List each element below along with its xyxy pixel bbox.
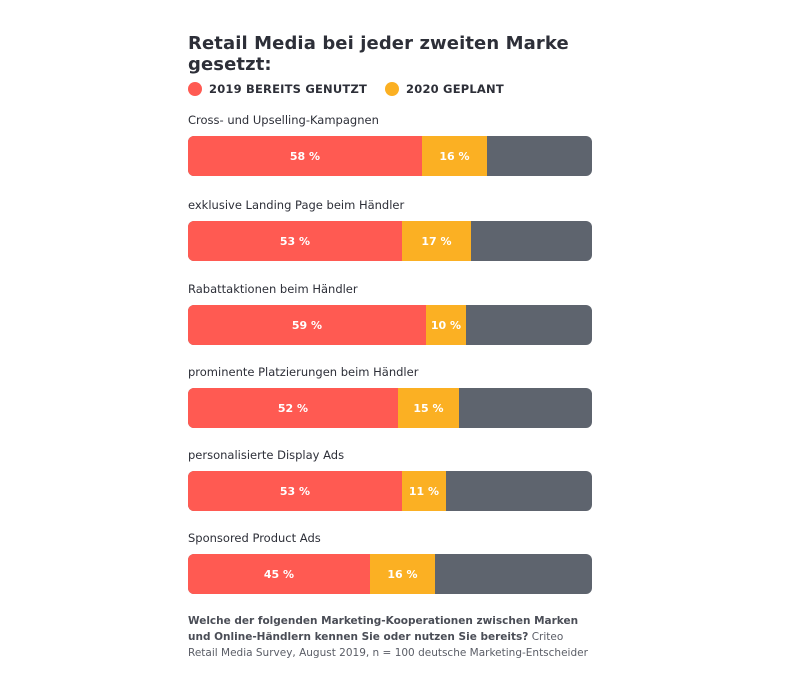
legend-swatch-2020 [385,82,400,96]
bar-value-label: 59 % [291,318,323,332]
bar-track: 52 % 15 % [188,388,592,428]
footnote: Welche der folgenden Marketing-Kooperati… [188,613,588,661]
bar-value-label: 53 % [279,484,311,498]
bar-segment-2019: 52 % [188,388,398,428]
bar-value-label: 17 % [421,234,452,248]
legend: 2019 BEREITS GENUTZT 2020 GEPLANT [188,80,522,98]
bar-value-label: 52 % [277,401,309,415]
category-label: Rabattaktionen beim Händler [188,282,358,296]
bar-segment-2019: 53 % [188,221,402,261]
category-label: exklusive Landing Page beim Händler [188,198,405,212]
bar-value-label: 10 % [430,318,462,332]
bar-track: 53 % 11 % [188,471,592,511]
category-label: prominente Platzierungen beim Händler [188,365,419,379]
category-label: Sponsored Product Ads [188,531,321,545]
bar-row: prominente Platzierungen beim Händler 52 … [188,364,592,428]
footnote-question: Welche der folgenden Marketing-Kooperati… [188,615,579,643]
footnote-source: Criteo Retail Media Survey, August 2019,… [188,631,588,659]
bar-value-label: 45 % [263,567,295,581]
legend-label-2020: 2020 GEPLANT [406,82,504,96]
bar-row: personalisierte Display Ads 53 % 11 % [188,447,592,511]
bar-segment-2020: 16 % [422,136,487,176]
bar-segment-2019: 59 % [188,305,426,345]
bar-track: 59 % 10 % [188,305,592,345]
bar-value-label: 53 % [279,234,311,248]
category-label: personalisierte Display Ads [188,448,345,462]
bar-segment-2020: 11 % [402,471,446,511]
bar-track: 58 % 16 % [188,136,592,176]
category-label: Cross- und Upselling-Kampagnen [188,113,379,127]
bar-track: 53 % 17 % [188,221,592,261]
bar-segment-2019: 53 % [188,471,402,511]
legend-label-2019: 2019 BEREITS GENUTZT [209,82,368,96]
bar-row: Rabattaktionen beim Händler 59 % 10 % [188,281,592,345]
bar-segment-2019: 45 % [188,554,370,594]
legend-swatch-2019 [188,82,202,96]
bar-row: Cross- und Upselling-Kampagnen 58 % 16 % [188,112,592,176]
bar-segment-2020: 15 % [398,388,459,428]
bar-row: Sponsored Product Ads 45 % 16 % [188,530,592,594]
legend-item-2020: 2020 GEPLANT [385,82,504,96]
bar-value-label: 15 % [413,401,444,415]
bar-row: exklusive Landing Page beim Händler 53 % 1… [188,197,592,261]
bar-segment-2020: 10 % [426,305,466,345]
legend-item-2019: 2019 BEREITS GENUTZT [188,82,367,96]
chart-title: Retail Media bei jeder zweiten Marke ges… [188,33,569,75]
bar-value-label: 16 % [439,149,470,163]
bar-value-label: 11 % [408,484,440,498]
bar-track: 45 % 16 % [188,554,592,594]
bar-value-label: 58 % [289,149,321,163]
bar-value-label: 16 % [387,567,418,581]
bar-segment-2020: 17 % [402,221,471,261]
bar-segment-2020: 16 % [370,554,435,594]
bar-segment-2019: 58 % [188,136,422,176]
